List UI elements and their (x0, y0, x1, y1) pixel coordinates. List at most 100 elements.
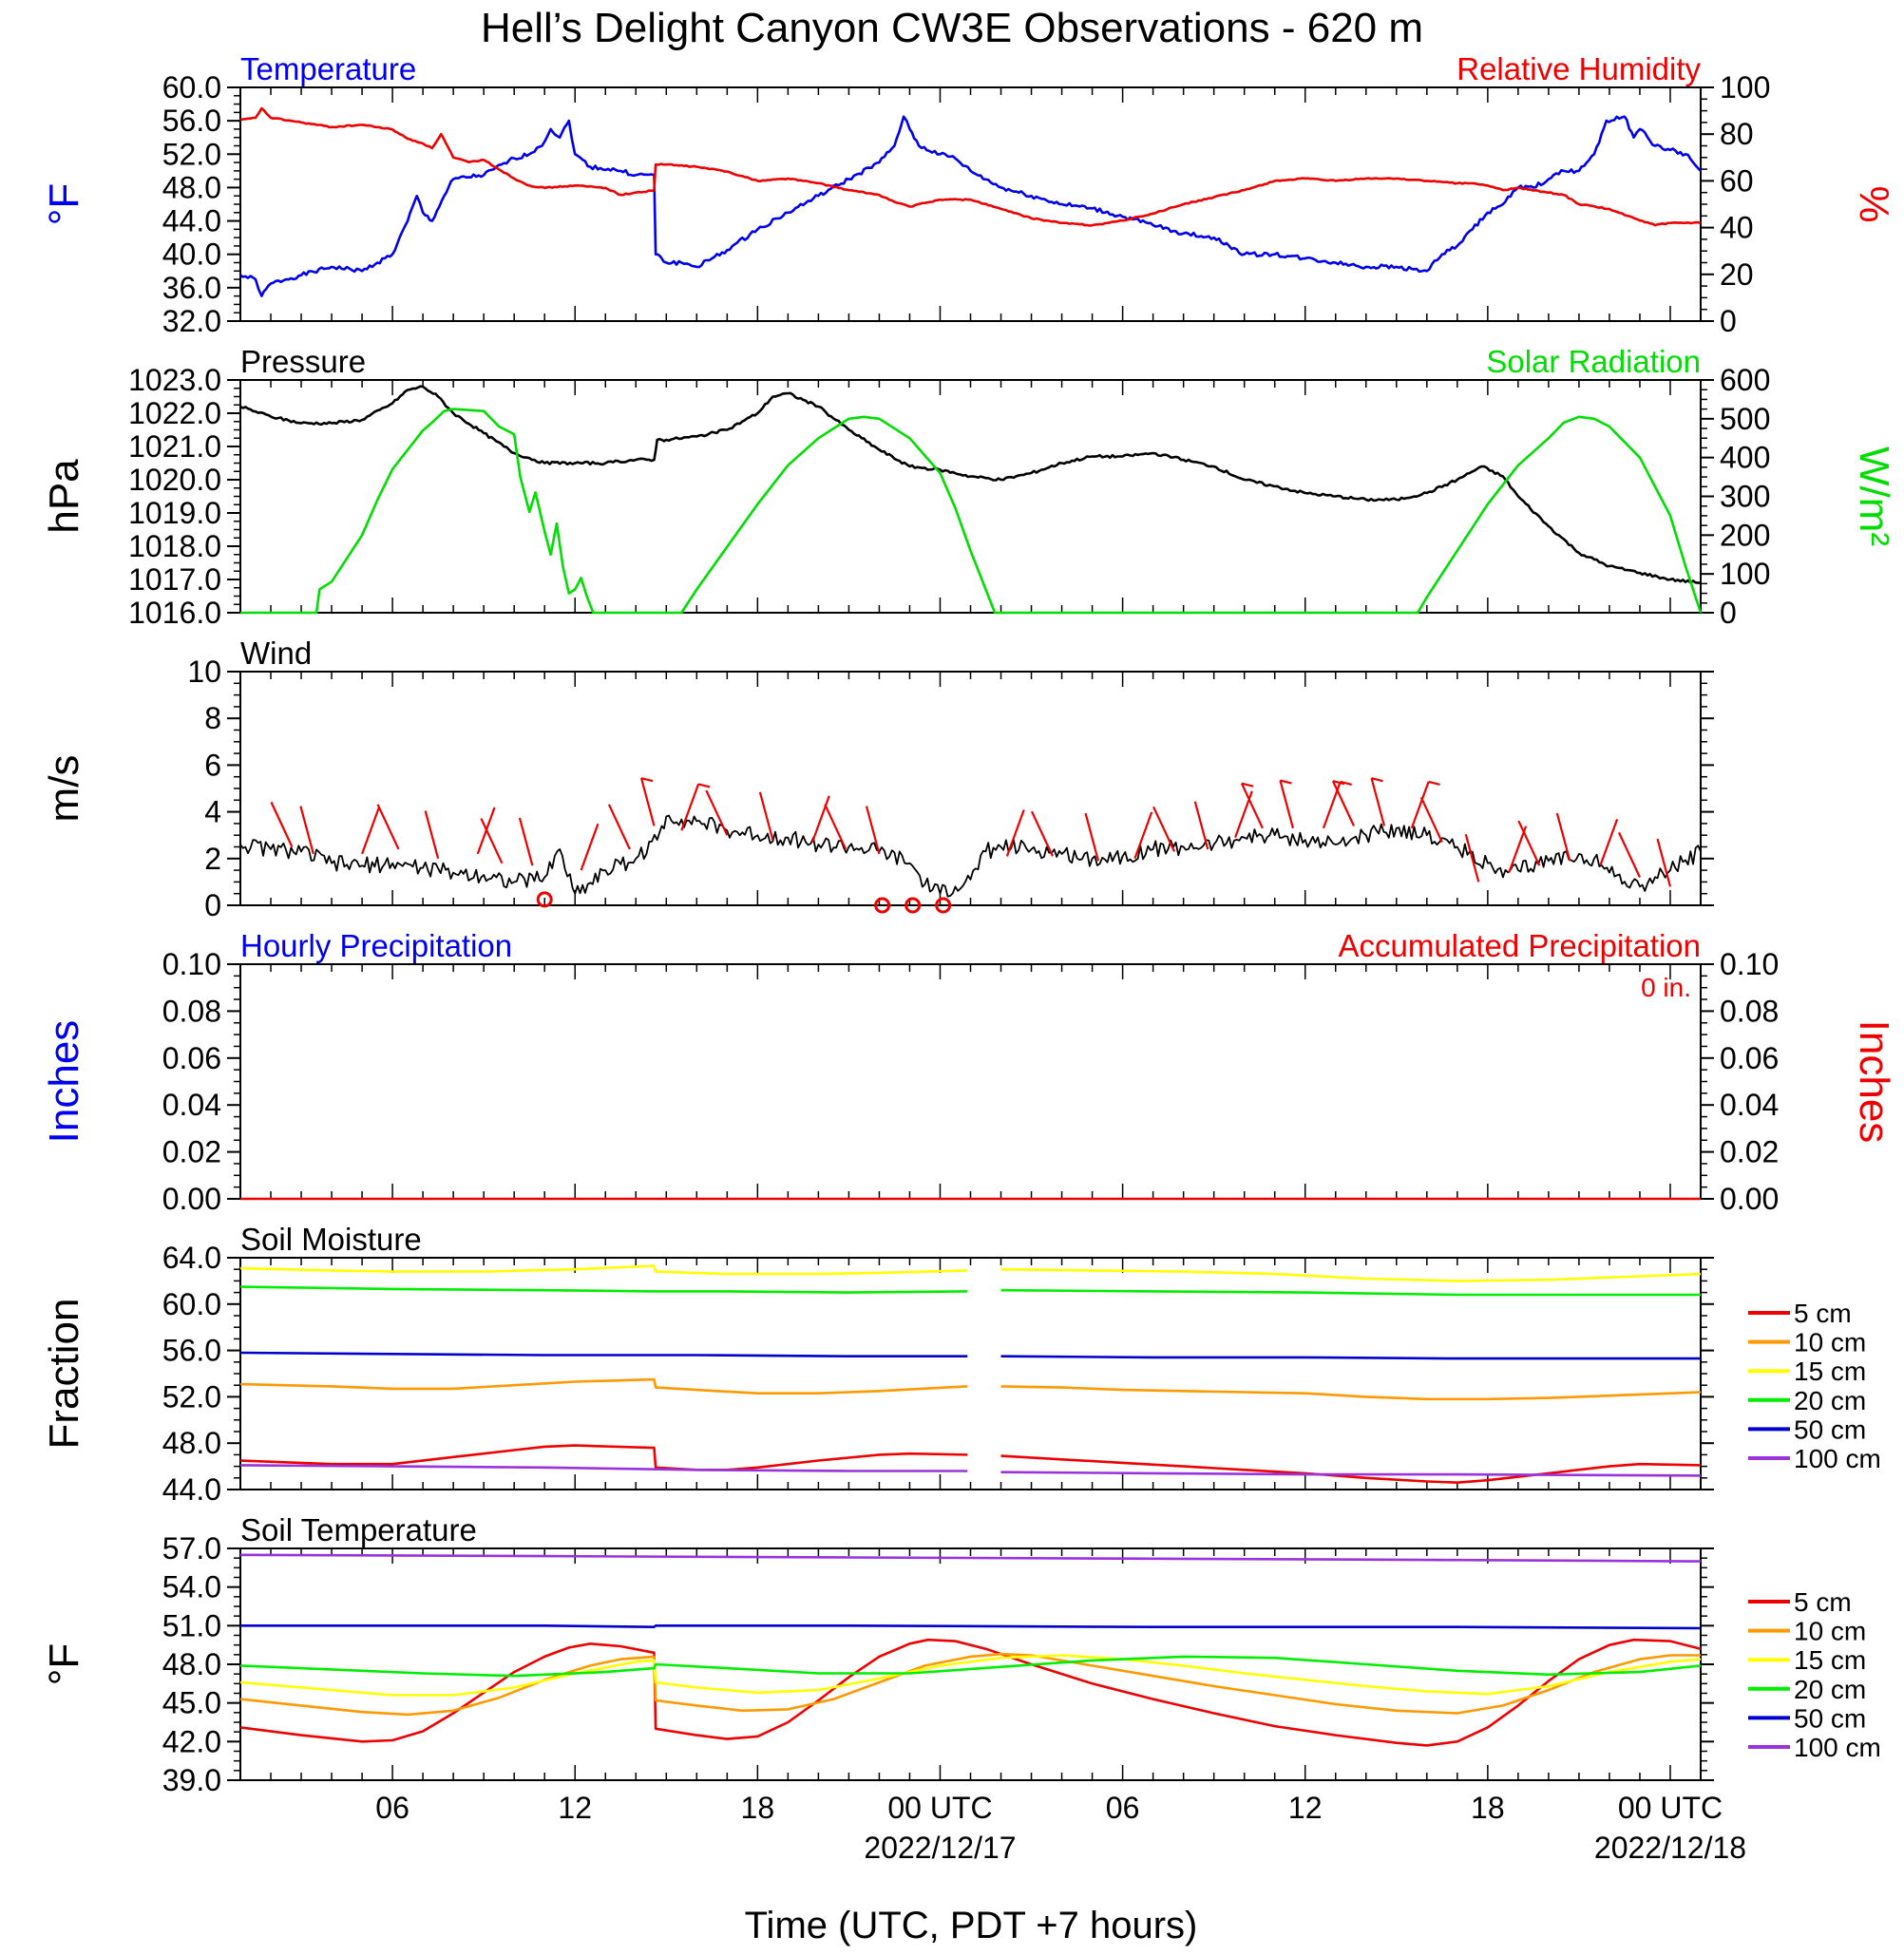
series-line-100-cm (239, 1464, 968, 1472)
series-line-15-cm (1000, 1267, 1702, 1282)
series-line-20-cm (239, 1285, 968, 1294)
y-tick-label-left: 54.0 (162, 1570, 221, 1604)
wind-barb-flag (1241, 782, 1254, 788)
calm-wind-marker (536, 891, 553, 908)
series-line-15-cm (239, 1654, 1702, 1697)
y-tick-label-right: 0.10 (1720, 947, 1779, 981)
wind-barb (1370, 777, 1386, 826)
series-line-15-cm (239, 1264, 968, 1276)
y-tick-label-right: 100 (1720, 557, 1770, 591)
y-tick-label-left: 48.0 (162, 170, 221, 204)
legend-label: 100 cm (1794, 1444, 1881, 1473)
wind-barb (1279, 780, 1294, 829)
panels: 32.036.040.044.048.052.056.060.002040608… (41, 51, 1897, 1797)
y-tick-label-left: 56.0 (162, 104, 221, 138)
wind-barb (1193, 801, 1209, 850)
accumulated-total-label: 0 in. (1641, 973, 1691, 1002)
x-tick-label: 06 (375, 1791, 409, 1825)
panel-title-left: Wind (240, 636, 312, 671)
y-tick-label-right: 0.08 (1720, 994, 1779, 1028)
wind-barb (1517, 820, 1541, 866)
calm-wind-marker (935, 897, 952, 914)
x-tick-label: 18 (741, 1791, 775, 1825)
y-tick-label-left: 1018.0 (128, 529, 221, 563)
wind-barb-flag (1340, 780, 1352, 787)
wind-barb (376, 804, 400, 850)
y-axis-label-left: Inches (41, 1020, 87, 1144)
panel-title-right: Solar Radiation (1486, 344, 1701, 379)
y-tick-label-left: 48.0 (162, 1426, 221, 1460)
chart-title: Hell’s Delight Canyon CW3E Observations … (481, 5, 1423, 51)
wind-barb (1599, 818, 1619, 866)
y-axis-label-right: Inches (1851, 1020, 1897, 1144)
panel-title-left: Pressure (240, 344, 366, 379)
wind-barb-flag (1280, 779, 1292, 785)
y-tick-label-right: 0 (1720, 596, 1737, 630)
y-tick-label-left: 60.0 (162, 1287, 221, 1321)
y-tick-label-left: 1020.0 (128, 463, 221, 497)
series-line-20-cm (239, 1655, 1702, 1678)
wind-barb (1152, 806, 1176, 852)
y-tick-label-right: 100 (1720, 70, 1770, 104)
wind-barb (758, 791, 774, 841)
wind-barb (607, 804, 631, 850)
wind-barb (1005, 809, 1025, 857)
legend-label: 10 cm (1794, 1617, 1866, 1646)
y-tick-label-left: 0 (204, 888, 221, 922)
y-axis-label-right: W/m² (1851, 446, 1897, 546)
series-line-pressure (239, 385, 1702, 584)
wind-barb (865, 806, 881, 855)
y-tick-label-right: 0.04 (1720, 1088, 1779, 1122)
y-axis-label-left: °F (41, 183, 87, 225)
y-tick-label-left: 0.00 (162, 1182, 221, 1216)
y-axis-label-left: °F (41, 1643, 87, 1685)
y-tick-label-left: 1017.0 (128, 562, 221, 597)
series-line-50-cm (1000, 1355, 1701, 1360)
wind-barb (518, 817, 534, 866)
y-tick-label-right: 60 (1720, 163, 1754, 198)
y-tick-label-right: 0.06 (1720, 1041, 1779, 1075)
y-tick-label-left: 1021.0 (128, 429, 221, 464)
y-tick-label-right: 500 (1720, 402, 1770, 436)
series-line-10-cm (1000, 1385, 1702, 1401)
y-axis-label-left: Fraction (41, 1299, 87, 1450)
wind-barb (705, 789, 729, 836)
legend-label: 10 cm (1794, 1328, 1866, 1357)
wind-barb (1084, 812, 1100, 862)
y-tick-label-left: 32.0 (162, 304, 221, 338)
legend-label: 50 cm (1794, 1414, 1866, 1444)
wind-barb-flag (1371, 777, 1383, 783)
legend-label: 15 cm (1794, 1645, 1866, 1675)
panel-title-left: Hourly Precipitation (240, 928, 512, 963)
y-tick-label-left: 56.0 (162, 1334, 221, 1368)
wind-barb (1464, 833, 1480, 883)
panel-title-left: Soil Moisture (240, 1222, 422, 1257)
wind-barb (299, 806, 314, 855)
wind-barb (361, 807, 380, 855)
y-tick-label-left: 51.0 (162, 1608, 221, 1642)
y-tick-label-left: 64.0 (162, 1241, 221, 1275)
wind-barb (639, 777, 656, 826)
legend-label: 100 cm (1794, 1733, 1881, 1762)
panel-1: 32.036.040.044.048.052.056.060.0 0 20 40 60 8… (41, 51, 1897, 338)
series-line-100-cm (1000, 1471, 1702, 1477)
wind-barb (1410, 781, 1430, 829)
panel-2: 1016.01017.01018.01019.01020.01021.01022… (41, 344, 1897, 630)
wind-barb (1508, 826, 1528, 873)
series-line-50-cm (239, 1351, 968, 1357)
legend-label: 15 cm (1794, 1357, 1866, 1386)
series-line-10-cm (239, 1652, 1701, 1717)
y-tick-label-right: 300 (1720, 480, 1770, 514)
legend-label: 5 cm (1794, 1587, 1852, 1617)
series-line-5-cm (239, 1444, 968, 1471)
y-tick-label-right: 40 (1720, 211, 1754, 245)
x-axis-label: Time (UTC, PDT +7 hours) (745, 1905, 1198, 1946)
panel-title-right: Accumulated Precipitation (1338, 928, 1701, 963)
series-line-10-cm (239, 1377, 968, 1395)
y-tick-label-left: 1023.0 (128, 363, 221, 397)
y-tick-label-left: 36.0 (162, 271, 221, 305)
panel-title-left: Soil Temperature (240, 1512, 477, 1547)
wind-barb (824, 804, 847, 850)
panel-4: 0.00 0.02 0.04 0.06 0.08 0.10 0.00 0.02 0.04 0.06… (41, 928, 1897, 1216)
